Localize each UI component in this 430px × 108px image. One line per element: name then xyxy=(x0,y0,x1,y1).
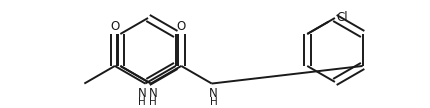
Text: O: O xyxy=(177,20,186,33)
Text: N: N xyxy=(209,87,218,100)
Text: O: O xyxy=(110,20,120,33)
Text: H: H xyxy=(149,97,157,106)
Text: N: N xyxy=(138,87,147,100)
Text: H: H xyxy=(210,97,218,106)
Text: H: H xyxy=(138,97,146,106)
Text: Cl: Cl xyxy=(337,11,348,24)
Text: N: N xyxy=(148,87,157,100)
